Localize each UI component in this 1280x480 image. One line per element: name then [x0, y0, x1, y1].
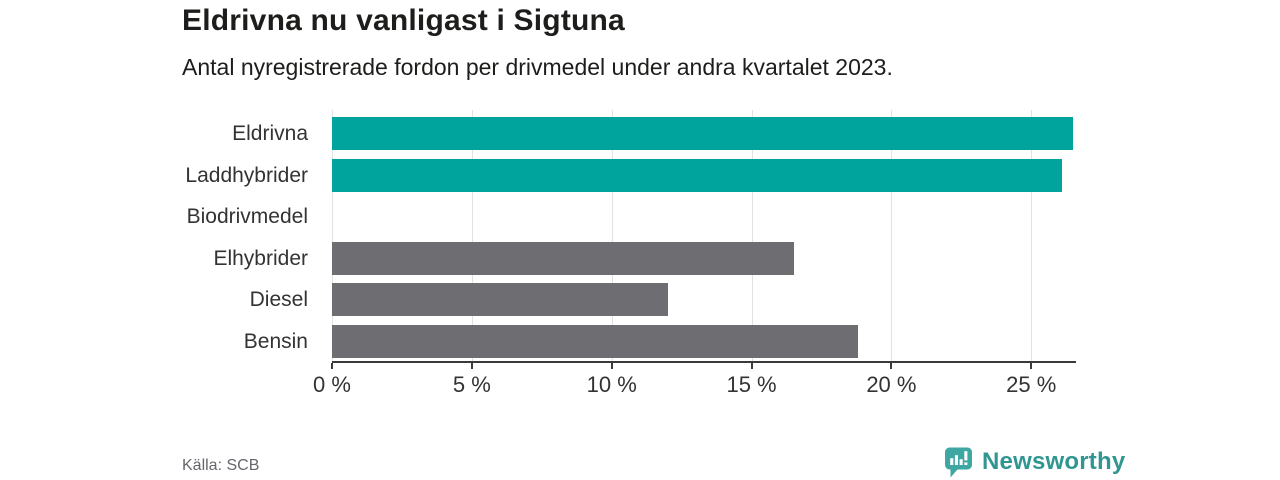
- axis-tick: [470, 363, 473, 369]
- x-tick-label: 20 %: [866, 372, 917, 397]
- bar-diesel: [332, 283, 668, 316]
- chart-title: Eldrivna nu vanligast i Sigtuna: [182, 4, 625, 37]
- chart-subtitle: Antal nyregistrerade fordon per drivmede…: [182, 54, 893, 80]
- category-label: Eldrivna: [232, 122, 308, 145]
- bar-eldrivna: [332, 117, 1074, 150]
- newsworthy-bubble-chart-icon: [945, 447, 972, 478]
- gridline: [1031, 110, 1033, 361]
- bar-bensin: [332, 324, 858, 358]
- bar-laddhybrider: [332, 158, 1062, 192]
- x-tick-label: 25 %: [1006, 372, 1057, 397]
- newsworthy-logo: Newsworthy: [944, 446, 1125, 478]
- newsworthy-wordmark: Newsworthy: [982, 448, 1126, 475]
- axis-tick: [331, 363, 333, 369]
- gridline: [332, 110, 333, 361]
- x-tick-label: 5 %: [452, 372, 491, 397]
- source-attribution: Källa: SCB: [182, 457, 260, 474]
- gridline: [891, 110, 893, 361]
- axis-tick: [890, 363, 893, 369]
- category-label: Biodrivmedel: [186, 205, 308, 228]
- gridline: [611, 110, 613, 361]
- category-label: Elhybrider: [213, 246, 308, 270]
- x-axis-tick-labels: 0 % 5 % 10 % 15 % 20 % 25 %: [313, 372, 1076, 400]
- bar-elhybrider: [332, 241, 794, 275]
- gridline: [471, 110, 473, 361]
- axis-tick: [1030, 363, 1033, 369]
- category-label: Bensin: [243, 329, 308, 353]
- plot-area: [331, 110, 1076, 369]
- category-labels: Eldrivna Laddhybrider Biodrivmedel Elhybrid…: [0, 110, 320, 363]
- x-tick-label: 10 %: [586, 372, 637, 397]
- category-label: Diesel: [249, 288, 308, 311]
- axis-tick: [610, 363, 613, 369]
- axis-tick: [750, 363, 753, 369]
- x-tick-label: 0 %: [313, 372, 351, 397]
- category-label: Laddhybrider: [185, 163, 308, 187]
- x-tick-label: 15 %: [726, 372, 777, 397]
- gridline: [751, 110, 753, 361]
